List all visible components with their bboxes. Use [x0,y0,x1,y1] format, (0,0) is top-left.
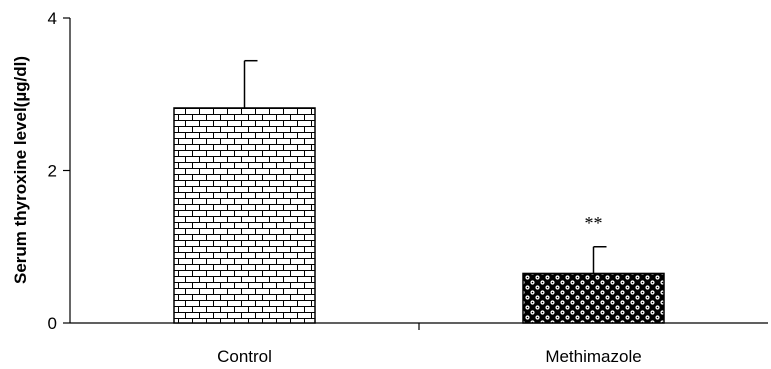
bar-control [173,107,316,324]
bar-methimazole [522,272,665,324]
x-tick-label: Methimazole [545,347,641,366]
y-tick-label: 4 [48,9,57,28]
error-bars-group [243,59,607,274]
y-axis-title: Serum thyroxine level(µg/dl) [11,56,30,284]
bars-group [173,107,665,324]
y-tick-label: 2 [48,162,57,181]
labels-group: 0 2 4 Control ** Methimazole [48,9,642,366]
significance-label: ** [585,213,603,233]
x-tick-label: Control [217,347,272,366]
y-tick-label: 0 [48,314,57,333]
